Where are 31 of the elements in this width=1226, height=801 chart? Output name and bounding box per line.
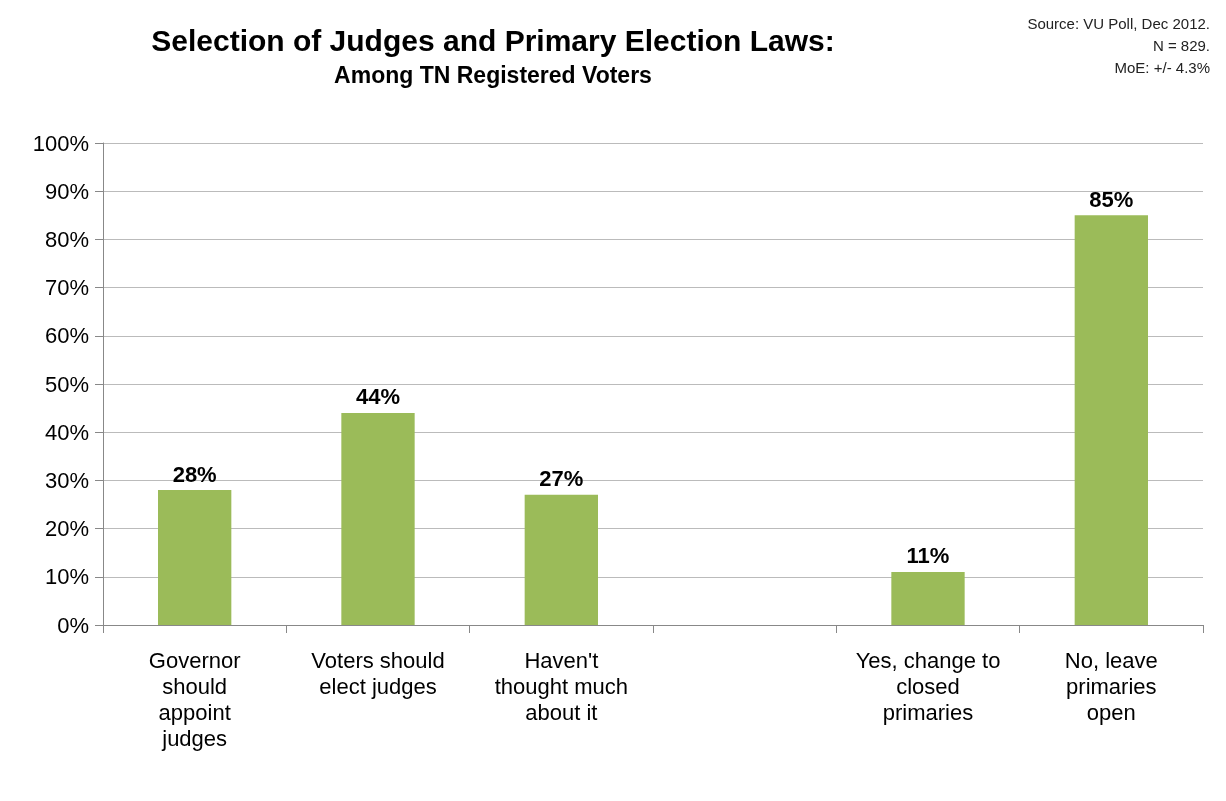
- y-tick-label: 60%: [44, 323, 89, 349]
- bar: [1074, 215, 1148, 625]
- x-tick-label: Haven't thought much about it: [494, 647, 628, 725]
- y-tick-label: 10%: [44, 564, 89, 590]
- data-label: 85%: [1089, 186, 1134, 212]
- y-tick-label: 20%: [44, 516, 89, 542]
- data-label: 11%: [906, 543, 950, 569]
- x-tick-label: Voters should elect judges: [311, 647, 445, 699]
- data-label: 44%: [355, 384, 401, 410]
- bar: [891, 571, 965, 625]
- chart-subtitle: Among TN Registered Voters: [334, 61, 652, 88]
- x-tick-label: Governor should appoint judges: [148, 647, 241, 751]
- y-tick-label: 70%: [44, 275, 89, 301]
- y-tick-label: 40%: [44, 419, 89, 445]
- y-tick-label: 100%: [32, 130, 89, 156]
- bar: [158, 490, 232, 625]
- y-tick-label: 30%: [44, 467, 89, 493]
- y-tick-label: 80%: [44, 226, 89, 252]
- data-label: 27%: [539, 466, 584, 492]
- y-tick-label: 50%: [44, 371, 89, 397]
- y-tick-label: 0%: [57, 612, 89, 638]
- text: N = 829.: [1152, 37, 1210, 54]
- bar: [341, 412, 415, 625]
- text: MoE: +/- 4.3%: [1114, 59, 1210, 76]
- bar: [524, 494, 598, 625]
- source-note: Source: VU Poll, Dec 2012.: [1027, 15, 1210, 32]
- y-tick-label: 90%: [44, 178, 89, 204]
- data-label: 28%: [172, 461, 217, 487]
- x-tick-label: Yes, change to closed primaries: [855, 647, 1001, 725]
- chart-title: Selection of Judges and Primary Election Laws:: [151, 23, 835, 57]
- x-tick-label: No, leave primaries open: [1064, 647, 1158, 725]
